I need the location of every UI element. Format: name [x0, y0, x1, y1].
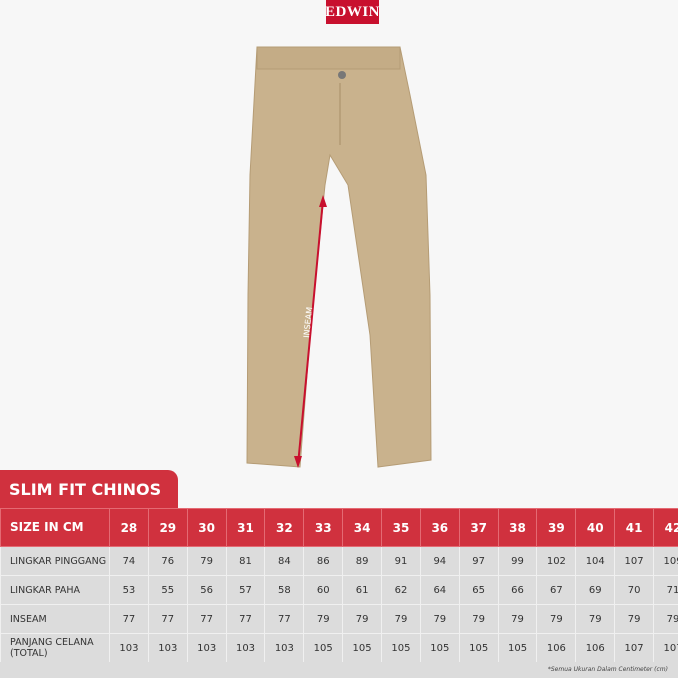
measurement-cell: 106	[536, 633, 577, 663]
measurement-cell: 105	[303, 633, 344, 663]
measurement-cell: 58	[264, 575, 305, 605]
row-label: LINGKAR PAHA	[0, 575, 110, 605]
button-icon	[338, 71, 346, 79]
measurement-cell: 89	[342, 546, 383, 576]
size-header: 38	[497, 508, 538, 547]
row-label: INSEAM	[0, 604, 110, 634]
row-label: LINGKAR PINGGANG	[0, 546, 110, 576]
measurement-cell: 64	[419, 575, 460, 605]
measurement-cell: 102	[536, 546, 577, 576]
size-header: 32	[264, 508, 305, 547]
measurement-cell: 79	[536, 604, 577, 634]
measurement-cell: 103	[264, 633, 305, 663]
footer-band	[0, 662, 678, 678]
measurement-cell: 53	[109, 575, 149, 605]
inseam-arrow	[297, 199, 324, 466]
measurement-cell: 67	[536, 575, 577, 605]
pants-shape	[246, 46, 432, 468]
measurement-cell: 105	[381, 633, 421, 663]
measurement-cell: 79	[653, 604, 678, 634]
measurement-cell: 105	[419, 633, 460, 663]
measurement-cell: 105	[342, 633, 383, 663]
measurement-cell: 84	[264, 546, 305, 576]
measurement-cell: 97	[458, 546, 499, 576]
measurement-cell: 65	[458, 575, 499, 605]
measurement-cell: 79	[497, 604, 538, 634]
chinos-product-image: INSEAM	[246, 46, 432, 468]
measurement-cell: 61	[342, 575, 383, 605]
size-header: 41	[614, 508, 655, 547]
measurement-cell: 105	[458, 633, 499, 663]
measurement-cell: 94	[419, 546, 460, 576]
size-header: 35	[381, 508, 421, 547]
measurement-cell: 57	[225, 575, 266, 605]
table-row: LINGKAR PAHA 53 55 56 57 58 60 61 62 64 65 66 67 69 70…	[0, 575, 678, 605]
inseam-label: INSEAM	[302, 306, 314, 338]
measurement-cell: 79	[575, 604, 616, 634]
units-note: *Semua Ukuran Dalam Centimeter (cm)	[547, 666, 668, 673]
measurement-cell: 77	[147, 604, 188, 634]
measurement-cell: 79	[458, 604, 499, 634]
measurement-cell: 77	[186, 604, 227, 634]
measurement-cell: 66	[497, 575, 538, 605]
size-header: 39	[536, 508, 577, 547]
measurement-cell: 71	[653, 575, 678, 605]
row-label: PANJANG CELANA (TOTAL)	[0, 633, 110, 663]
edwin-logo: EDWIN	[325, 0, 380, 24]
measurement-cell: 56	[186, 575, 227, 605]
measurement-cell: 106	[575, 633, 616, 663]
table-row: INSEAM 77 77 77 77 77 79 79 79 79 79 79 79 79 79 79	[0, 604, 678, 634]
measurement-cell: 99	[497, 546, 538, 576]
size-header: 33	[303, 508, 344, 547]
size-header: 31	[225, 508, 266, 547]
measurement-cell: 55	[147, 575, 188, 605]
measurement-cell: 103	[109, 633, 149, 663]
measurement-cell: 107	[614, 546, 655, 576]
size-chart-table: SIZE IN CM 28 29 30 31 32 33 34 35 36 37 38 39 40 41 42…	[0, 508, 678, 663]
measurement-cell: 109	[653, 546, 678, 576]
measurement-cell: 91	[381, 546, 421, 576]
size-header: 40	[575, 508, 616, 547]
measurement-cell: 77	[225, 604, 266, 634]
size-header: 30	[186, 508, 227, 547]
measurement-cell: 79	[342, 604, 383, 634]
measurement-cell: 107	[614, 633, 655, 663]
measurement-cell: 105	[497, 633, 538, 663]
measurement-cell: 104	[575, 546, 616, 576]
size-header: 42	[653, 508, 678, 547]
table-row: PANJANG CELANA (TOTAL) 103 103 103 103 103 105…	[0, 633, 678, 663]
measurement-cell: 81	[225, 546, 266, 576]
measurement-cell: 74	[109, 546, 149, 576]
measurement-cell: 77	[109, 604, 149, 634]
measurement-cell: 107	[653, 633, 678, 663]
table-row: LINGKAR PINGGANG 74 76 79 81 84 86 89 91 94 97 99 10…	[0, 546, 678, 576]
measurement-cell: 60	[303, 575, 344, 605]
measurement-cell: 103	[225, 633, 266, 663]
measurement-cell: 77	[264, 604, 305, 634]
chart-title: SLIM FIT CHINOS	[0, 470, 178, 509]
measurement-cell: 103	[147, 633, 188, 663]
measurement-cell: 79	[186, 546, 227, 576]
measurement-cell: 79	[419, 604, 460, 634]
measurement-cell: 69	[575, 575, 616, 605]
size-header: 36	[419, 508, 460, 547]
measurement-cell: 79	[381, 604, 421, 634]
header-label: SIZE IN CM	[0, 508, 110, 547]
size-header: 29	[147, 508, 188, 547]
measurement-cell: 79	[303, 604, 344, 634]
header-row: SIZE IN CM 28 29 30 31 32 33 34 35 36 37 38 39 40 41 42	[0, 508, 678, 547]
measurement-cell: 79	[614, 604, 655, 634]
measurement-cell: 70	[614, 575, 655, 605]
measurement-cell: 62	[381, 575, 421, 605]
size-header: 34	[342, 508, 383, 547]
size-header: 37	[458, 508, 499, 547]
size-header: 28	[109, 508, 149, 547]
waistband	[256, 46, 401, 70]
measurement-cell: 76	[147, 546, 188, 576]
measurement-cell: 86	[303, 546, 344, 576]
measurement-cell: 103	[186, 633, 227, 663]
